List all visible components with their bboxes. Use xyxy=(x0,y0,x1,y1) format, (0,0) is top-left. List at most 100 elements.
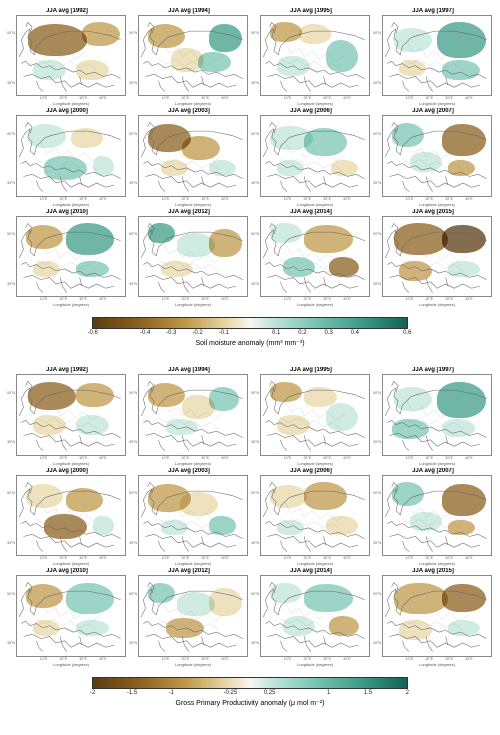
xtick: 10°E xyxy=(40,297,48,301)
xticks: 10°E20°E30°E40°E xyxy=(16,456,126,461)
coastline xyxy=(139,116,247,196)
xtick: 30°E xyxy=(445,657,453,661)
coastline xyxy=(17,16,125,96)
panel-title: JJA avg [2003] xyxy=(130,468,248,474)
xtick: 40°E xyxy=(343,297,351,301)
ytick: 50°N xyxy=(7,491,15,495)
map-panel: JJA avg [2012] 35°N50°N 10°E20°E30°E40°E… xyxy=(130,209,248,307)
coastline xyxy=(261,576,369,656)
xticks: 10°E20°E30°E40°E xyxy=(138,96,248,101)
ytick: 35°N xyxy=(251,181,259,185)
colorbar-tick: 0.6 xyxy=(403,330,411,336)
colorbar-tick: -0.1 xyxy=(219,330,229,336)
coastline xyxy=(383,576,491,656)
map-frame xyxy=(16,15,126,96)
panel-title: JJA avg [1992] xyxy=(8,8,126,14)
yticks: 35°N50°N xyxy=(374,15,382,106)
ytick: 50°N xyxy=(251,232,259,236)
ytick: 35°N xyxy=(7,81,15,85)
ytick: 35°N xyxy=(251,282,259,286)
xaxis-label: Longitude (degrees) xyxy=(138,561,248,566)
xticks: 10°E20°E30°E40°E xyxy=(138,197,248,202)
xticks: 10°E20°E30°E40°E xyxy=(16,556,126,561)
xtick: 40°E xyxy=(221,556,229,560)
xaxis-label: Longitude (degrees) xyxy=(260,561,370,566)
ytick: 50°N xyxy=(251,391,259,395)
colorbar-gradient xyxy=(92,317,409,329)
coastline xyxy=(261,375,369,455)
xtick: 30°E xyxy=(323,456,331,460)
yticks: 35°N50°N xyxy=(8,374,16,465)
yticks: 35°N50°N xyxy=(8,575,16,666)
yticks: 35°N50°N xyxy=(252,115,260,206)
ytick: 35°N xyxy=(251,440,259,444)
xtick: 10°E xyxy=(162,456,170,460)
map-panel: JJA avg [2003] 35°N50°N 10°E20°E30°E40°E… xyxy=(130,108,248,206)
map-panel: JJA avg [1994] 35°N50°N 10°E20°E30°E40°E… xyxy=(130,8,248,106)
map-frame xyxy=(382,475,492,556)
ytick: 50°N xyxy=(373,391,381,395)
yticks: 35°N 50°N xyxy=(252,374,260,465)
xtick: 20°E xyxy=(425,96,433,100)
xtick: 20°E xyxy=(59,556,67,560)
xaxis-label: Longitude (degrees) xyxy=(138,662,248,667)
ytick: 50°N xyxy=(251,31,259,35)
ytick: 35°N xyxy=(7,641,15,645)
xtick: 10°E xyxy=(40,197,48,201)
yticks: 35°N50°N xyxy=(130,15,138,106)
ytick: 35°N xyxy=(373,81,381,85)
ytick: 35°N xyxy=(251,641,259,645)
panel-title: JJA avg [2012] xyxy=(130,568,248,574)
xtick: 40°E xyxy=(99,456,107,460)
xtick: 10°E xyxy=(40,96,48,100)
colorbar-ticks: -0.6-0.4-0.3-0.2-0.10.10.20.30.40.6 xyxy=(93,329,408,339)
xtick: 10°E xyxy=(284,456,292,460)
yticks: 35°N50°N xyxy=(130,115,138,206)
xaxis-label: Longitude (degrees) xyxy=(382,101,492,106)
figure-root: JJA avg [1992] 35°N50°N 10°E20°E30°E40°E… xyxy=(8,8,492,707)
xtick: 20°E xyxy=(303,96,311,100)
xticks: 10°E20°E30°E40°E xyxy=(138,297,248,302)
yticks: 35°N50°N xyxy=(8,475,16,566)
ytick: 50°N xyxy=(251,592,259,596)
map-panel: JJA avg [2010] 35°N50°N 10°E20°E30°E40°E… xyxy=(8,209,126,307)
yticks: 35°N50°N xyxy=(374,115,382,206)
xtick: 30°E xyxy=(445,197,453,201)
map-frame xyxy=(138,115,248,196)
xtick: 30°E xyxy=(201,96,209,100)
map-panel: JJA avg [1992] 35°N50°N 10°E20°E30°E40°E… xyxy=(8,8,126,106)
coastline xyxy=(139,476,247,556)
map-panel: JJA avg [2015] 35°N50°N 10°E20°E30°E40°E… xyxy=(374,209,492,307)
map-panel: JJA avg [2000] 35°N50°N 10°E20°E30°E40°E… xyxy=(8,108,126,206)
colorbar-tick: -1.5 xyxy=(127,690,137,696)
xtick: 20°E xyxy=(59,197,67,201)
map-frame xyxy=(138,575,248,656)
panel-title: JJA avg [1992] xyxy=(8,367,126,373)
panel-title: JJA avg [2014] xyxy=(252,568,370,574)
xticks: 10°E20°E30°E40°E xyxy=(382,197,492,202)
ytick: 50°N xyxy=(7,391,15,395)
xtick: 30°E xyxy=(79,657,87,661)
panel-title: JJA avg [2015] xyxy=(374,209,492,215)
map-frame xyxy=(382,216,492,297)
xticks: 10°E20°E30°E40°E xyxy=(138,657,248,662)
xtick: 20°E xyxy=(425,197,433,201)
xaxis-label: Longitude (degrees) xyxy=(16,561,126,566)
xtick: 20°E xyxy=(425,456,433,460)
panel-title: JJA avg [2010] xyxy=(8,568,126,574)
map-frame xyxy=(260,475,370,556)
xtick: 20°E xyxy=(425,297,433,301)
xticks: 10°E20°E30°E40°E xyxy=(260,456,370,461)
xticks: 10°E20°E30°E40°E xyxy=(382,456,492,461)
coastline xyxy=(383,217,491,297)
ytick: 35°N xyxy=(373,282,381,286)
map-panel: JJA avg [2012] 35°N50°N 10°E20°E30°E40°E… xyxy=(130,568,248,666)
ytick: 50°N xyxy=(373,491,381,495)
map-frame xyxy=(260,15,370,96)
map-panel: JJA avg [2014] 35°N50°N 10°E20°E30°E40°E… xyxy=(252,209,370,307)
xtick: 10°E xyxy=(162,197,170,201)
yticks: 35°N 50°N xyxy=(252,216,260,307)
map-panel: JJA avg [2006] 35°N50°N 10°E20°E30°E40°E… xyxy=(252,468,370,566)
xtick: 10°E xyxy=(406,556,414,560)
yticks: 35°N50°N xyxy=(8,15,16,106)
